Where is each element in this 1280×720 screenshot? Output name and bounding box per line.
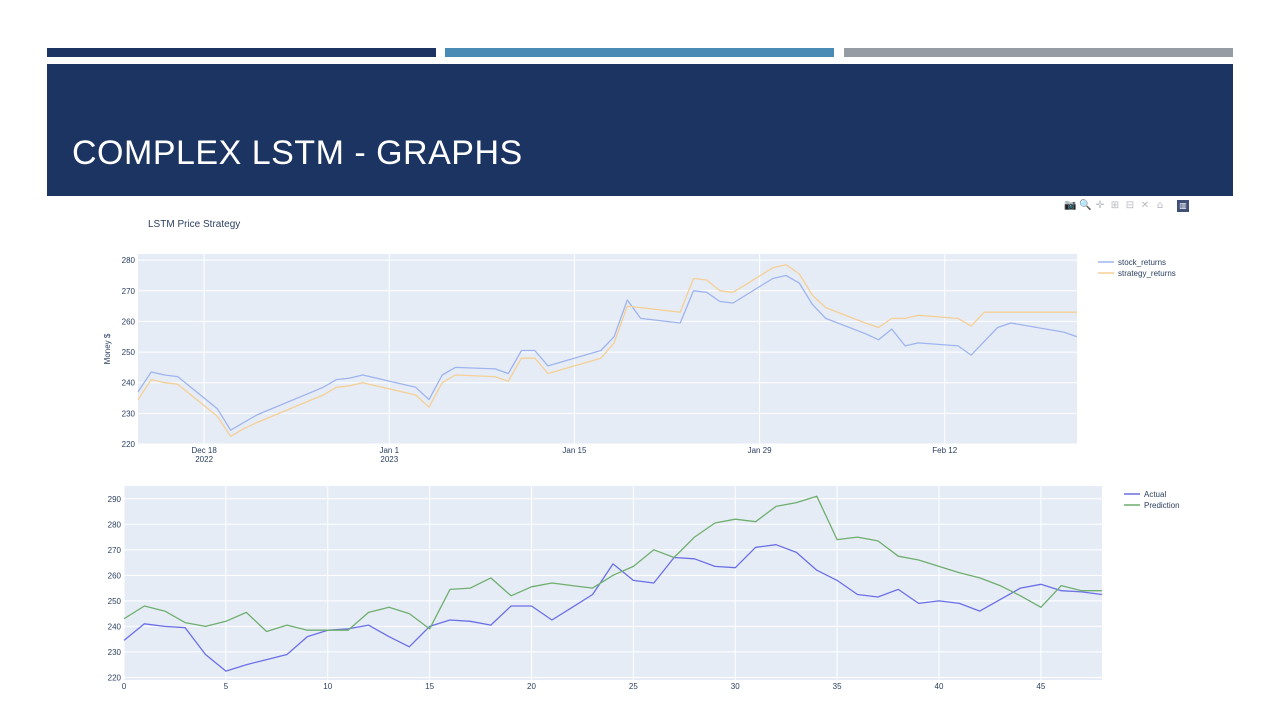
chart2-y-tick-label: 230 <box>108 648 122 657</box>
chart2-x-tick-label: 20 <box>527 682 536 691</box>
chart2-x-tick-label: 35 <box>833 682 842 691</box>
chart1-plot-area <box>138 254 1077 444</box>
chart2-x-tick-label: 15 <box>425 682 434 691</box>
plotly-logo-icon[interactable]: ▥ <box>1177 200 1189 212</box>
chart2-x-tick-label: 0 <box>122 682 127 691</box>
pan-icon[interactable]: ✛ <box>1095 200 1105 211</box>
chart2-x-tick-label: 25 <box>629 682 638 691</box>
chart1-x-tick-sublabel: 2022 <box>195 455 213 464</box>
chart1-y-tick-label: 230 <box>122 409 136 418</box>
chart1-y-axis-label: Money $ <box>103 333 112 364</box>
chart2-x-tick-label: 30 <box>731 682 740 691</box>
chart2-y-tick-label: 270 <box>108 546 122 555</box>
chart1-y-tick-label: 280 <box>122 256 136 265</box>
chart1-y-tick-label: 250 <box>122 348 136 357</box>
chart2-y-tick-label: 240 <box>108 622 122 631</box>
title-banner: COMPLEX LSTM - GRAPHS <box>47 64 1233 196</box>
home-icon[interactable]: ⌂ <box>1156 200 1164 211</box>
chart2-x-tick-label: 10 <box>323 682 332 691</box>
chart1-y-tick-label: 220 <box>122 440 136 449</box>
chart1-x-tick-label: Jan 1 <box>379 446 399 455</box>
chart1-legend-label: strategy_returns <box>1118 269 1176 278</box>
chart2-x-tick-label: 5 <box>224 682 229 691</box>
chart2-legend-label: Actual <box>1144 490 1166 499</box>
zoom-out-icon[interactable]: ⊟ <box>1125 200 1135 211</box>
chart-modebar: 📷 🔍 ✛ ⊞ ⊟ ✕ ⌂ ▥ <box>1064 199 1189 213</box>
chart2-y-tick-label: 260 <box>108 571 122 580</box>
chart1-x-tick-label: Feb 12 <box>932 446 957 455</box>
zoom-in-icon[interactable]: ⊞ <box>1110 200 1120 211</box>
chart1-legend-label: stock_returns <box>1118 258 1166 267</box>
chart1-x-tick-label: Jan 29 <box>748 446 773 455</box>
chart2-x-tick-label: 40 <box>935 682 944 691</box>
chart2-y-tick-label: 220 <box>108 673 122 682</box>
autoscale-icon[interactable]: ✕ <box>1140 200 1150 211</box>
zoom-icon[interactable]: 🔍 <box>1079 200 1092 211</box>
accent-bar-blue <box>445 48 834 57</box>
chart2-y-tick-label: 280 <box>108 520 122 529</box>
chart2-legend-label: Prediction <box>1144 501 1180 510</box>
chart2-y-tick-label: 290 <box>108 495 122 504</box>
chart2-plot-area <box>124 486 1102 680</box>
chart1-title: LSTM Price Strategy <box>148 219 240 230</box>
slide-title: COMPLEX LSTM - GRAPHS <box>72 134 523 172</box>
chart1-y-tick-label: 240 <box>122 379 136 388</box>
chart1-series-line-stock-returns <box>137 274 1078 431</box>
chart2-series-line-actual <box>123 544 1103 672</box>
chart1-series-line-strategy-returns <box>137 264 1077 437</box>
chart2-y-tick-label: 250 <box>108 597 122 606</box>
chart1-y-tick-label: 270 <box>122 287 136 296</box>
accent-bar-navy <box>47 48 436 57</box>
chart1-x-tick-sublabel: 2023 <box>380 455 398 464</box>
chart1-y-tick-label: 260 <box>122 317 136 326</box>
accent-bar-gray <box>844 48 1233 57</box>
chart2-x-tick-label: 45 <box>1036 682 1045 691</box>
camera-icon[interactable]: 📷 <box>1064 200 1077 211</box>
chart1-x-tick-label: Dec 18 <box>191 446 217 455</box>
chart1-x-tick-label: Jan 15 <box>562 446 587 455</box>
chart2-series-line-prediction <box>123 495 1102 633</box>
